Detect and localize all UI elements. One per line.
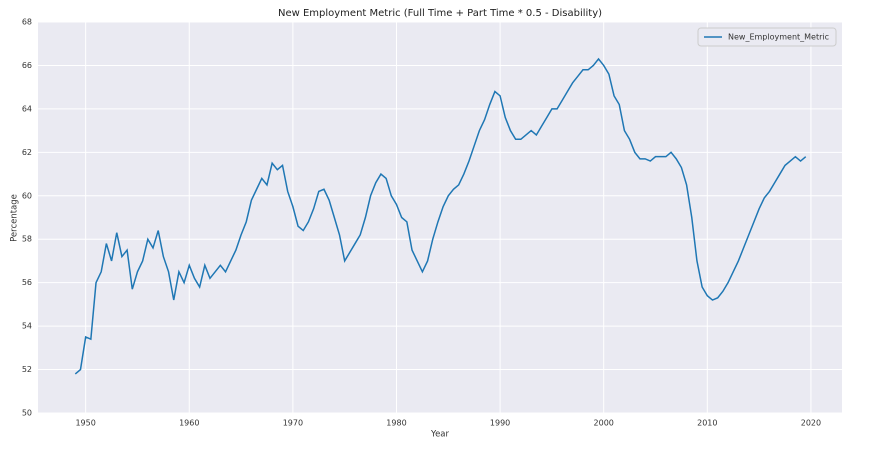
y-tick-label: 62 xyxy=(22,148,32,157)
y-tick-label: 52 xyxy=(22,365,32,374)
x-tick-label: 2000 xyxy=(594,419,614,428)
y-tick-label: 68 xyxy=(22,18,32,27)
legend-label: New_Employment_Metric xyxy=(728,33,829,42)
x-tick-label: 1950 xyxy=(75,419,95,428)
y-axis-label: Percentage xyxy=(10,194,20,242)
y-tick-label: 58 xyxy=(22,235,32,244)
y-tick-label: 54 xyxy=(22,322,32,331)
x-tick-label: 2020 xyxy=(801,419,821,428)
y-tick-label: 66 xyxy=(22,61,32,70)
x-tick-label: 2010 xyxy=(697,419,717,428)
y-tick-label: 60 xyxy=(22,191,32,200)
x-tick-label: 1980 xyxy=(386,419,406,428)
x-tick-label: 1960 xyxy=(179,419,199,428)
x-tick-label: 1970 xyxy=(283,419,303,428)
y-tick-label: 50 xyxy=(22,409,32,418)
y-tick-label: 64 xyxy=(22,104,32,113)
y-tick-label: 56 xyxy=(22,278,32,287)
data-line xyxy=(74,57,807,375)
legend-box xyxy=(697,27,837,47)
chart-title: New Employment Metric (Full Time + Part … xyxy=(278,8,602,19)
x-axis-label: Year xyxy=(430,430,450,440)
x-tick-label: 1990 xyxy=(490,419,510,428)
legend: New_Employment_Metric xyxy=(697,27,837,47)
